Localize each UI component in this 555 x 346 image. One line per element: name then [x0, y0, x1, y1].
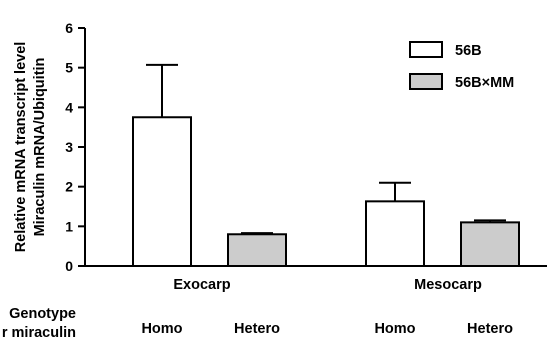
genotype-label-line2: r miraculin	[2, 325, 76, 341]
legend-swatch-56bxmm	[410, 74, 442, 89]
genotype-label-line1: Genotype	[9, 306, 76, 322]
legend-label-56b: 56B	[455, 43, 482, 59]
legend-label-56bxmm: 56B×MM	[455, 75, 514, 91]
y-ticks: 0 1 2 3 4 5 6	[65, 20, 85, 274]
genotype-exocarp-homo: Homo	[141, 321, 182, 337]
y-tick-label: 6	[65, 20, 73, 36]
genotype-mesocarp-hetero: Hetero	[467, 321, 513, 337]
y-tick-label: 0	[65, 258, 73, 274]
error-bars	[146, 65, 506, 234]
bar-exocarp-homo	[133, 117, 191, 266]
bars	[133, 117, 519, 266]
y-axis-label-line2: Miraculin mRNA/Ubiquitin	[32, 58, 48, 237]
y-axis-label-line1: Relative mRNA transcript level	[13, 42, 29, 253]
genotype-mesocarp-homo: Homo	[374, 321, 415, 337]
legend: 56B 56B×MM	[410, 42, 514, 91]
y-tick-label: 1	[65, 218, 73, 234]
y-tick-label: 3	[65, 139, 73, 155]
y-tick-label: 5	[65, 60, 73, 76]
bar-mesocarp-homo	[366, 201, 424, 266]
category-label-mesocarp: Mesocarp	[414, 277, 482, 293]
bar-exocarp-hetero	[228, 234, 286, 266]
category-label-exocarp: Exocarp	[173, 277, 230, 293]
y-tick-label: 2	[65, 179, 73, 195]
y-tick-label: 4	[65, 99, 73, 115]
bar-mesocarp-hetero	[461, 222, 519, 266]
genotype-exocarp-hetero: Hetero	[234, 321, 280, 337]
legend-swatch-56b	[410, 42, 442, 57]
